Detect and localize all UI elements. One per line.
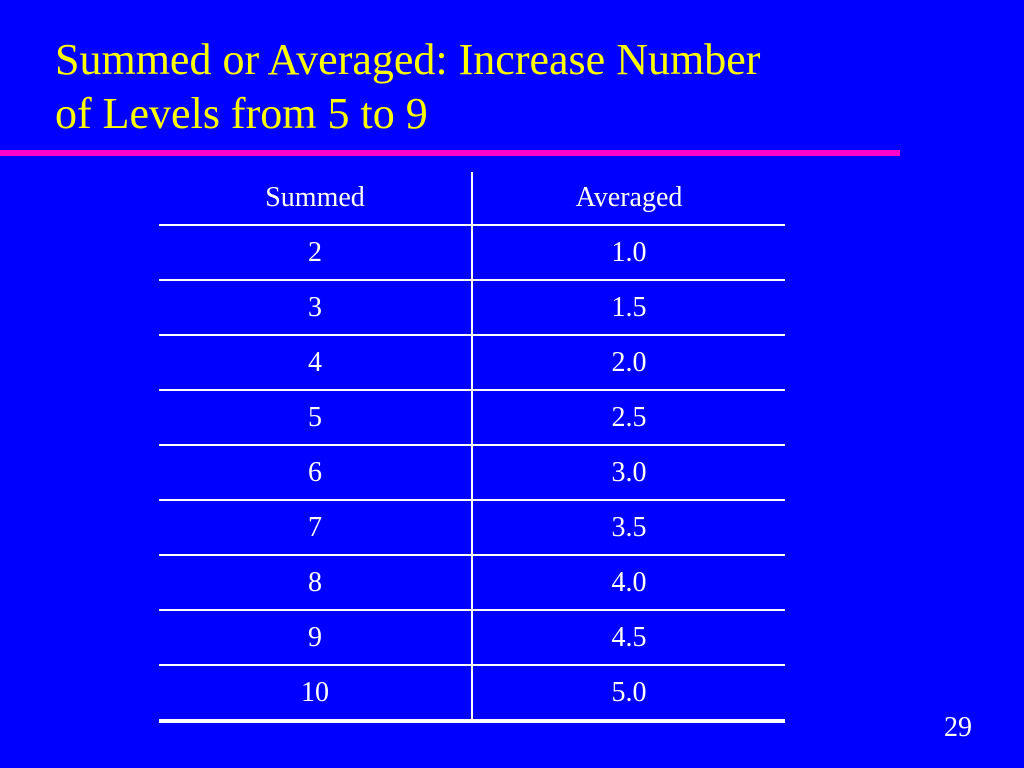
header-averaged: Averaged	[472, 172, 785, 226]
averaged-cell: 3.5	[472, 500, 785, 556]
summed-cell: 6	[159, 445, 473, 501]
slide-title: Summed or Averaged: Increase Number of L…	[55, 33, 955, 141]
table-row: 9 4.5	[159, 610, 785, 666]
averaged-cell: 4.5	[472, 610, 785, 666]
summed-cell: 5	[159, 390, 473, 446]
table-row: 10 5.0	[159, 665, 785, 723]
slide-title-line-1: Summed or Averaged: Increase Number	[55, 35, 761, 84]
averaged-cell: 4.0	[472, 555, 785, 611]
averaged-cell: 2.5	[472, 390, 785, 446]
averaged-cell: 1.5	[472, 280, 785, 336]
summed-cell: 2	[159, 225, 473, 281]
summed-cell: 9	[159, 610, 473, 666]
header-summed: Summed	[159, 172, 473, 226]
table-header-row: Summed Averaged	[159, 172, 785, 226]
table-row: 5 2.5	[159, 390, 785, 446]
slide-title-line-2: of Levels from 5 to 9	[55, 89, 428, 138]
summed-cell: 3	[159, 280, 473, 336]
averaged-cell: 5.0	[472, 665, 785, 723]
title-divider	[0, 150, 900, 156]
summed-cell: 4	[159, 335, 473, 391]
table-row: 6 3.0	[159, 445, 785, 501]
summed-cell: 8	[159, 555, 473, 611]
averaged-cell: 2.0	[472, 335, 785, 391]
page-number: 29	[944, 712, 972, 743]
summed-cell: 7	[159, 500, 473, 556]
summed-cell: 10	[159, 665, 473, 723]
table-row: 3 1.5	[159, 280, 785, 336]
table-row: 8 4.0	[159, 555, 785, 611]
table-row: 2 1.0	[159, 225, 785, 281]
table-row: 4 2.0	[159, 335, 785, 391]
averaged-cell: 3.0	[472, 445, 785, 501]
averaged-cell: 1.0	[472, 225, 785, 281]
table-row: 7 3.5	[159, 500, 785, 556]
levels-table: Summed Averaged 2 1.0 3 1.5 4 2.0 5 2.5 …	[159, 172, 785, 723]
